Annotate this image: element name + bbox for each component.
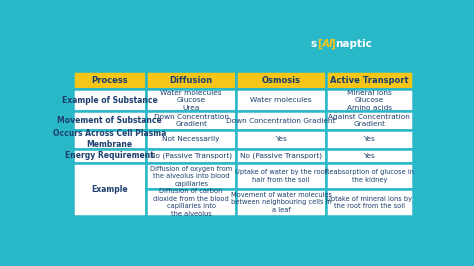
Text: Yes: Yes bbox=[364, 136, 375, 142]
Bar bbox=[146, 71, 236, 89]
Bar bbox=[146, 130, 236, 148]
Bar bbox=[73, 111, 146, 130]
Bar bbox=[326, 89, 413, 111]
Bar bbox=[326, 189, 413, 216]
Text: Water molecules
Glucose
Urea: Water molecules Glucose Urea bbox=[160, 90, 222, 111]
Bar bbox=[73, 71, 413, 89]
Bar bbox=[326, 111, 413, 130]
Text: ]: ] bbox=[330, 39, 335, 49]
Text: s: s bbox=[311, 39, 317, 49]
Bar bbox=[146, 189, 236, 216]
Bar bbox=[146, 163, 236, 189]
Bar bbox=[236, 163, 326, 189]
Text: Down Concentration
Gradient: Down Concentration Gradient bbox=[154, 114, 228, 127]
Text: Movement of water molecules
between neighbouring cells in
a leaf: Movement of water molecules between neig… bbox=[231, 192, 332, 213]
Bar bbox=[73, 163, 146, 216]
Bar bbox=[326, 71, 413, 89]
Text: Water molecules: Water molecules bbox=[250, 97, 312, 103]
Bar bbox=[326, 130, 413, 148]
Bar bbox=[146, 148, 236, 163]
Bar bbox=[236, 130, 326, 148]
Text: Energy Requirement: Energy Requirement bbox=[65, 151, 154, 160]
Text: naptic: naptic bbox=[335, 39, 372, 49]
Text: Not Necessarily: Not Necessarily bbox=[163, 136, 220, 142]
Bar bbox=[236, 89, 326, 111]
Text: AI: AI bbox=[321, 39, 333, 49]
Text: Process: Process bbox=[91, 76, 128, 85]
Text: Active Transport: Active Transport bbox=[330, 76, 409, 85]
Text: Movement of Substance: Movement of Substance bbox=[57, 116, 162, 125]
Bar bbox=[236, 111, 326, 130]
Bar bbox=[236, 148, 326, 163]
Bar bbox=[146, 89, 236, 111]
Text: Diffusion of carbon
dioxide from the blood
capillaries into
the alveolus: Diffusion of carbon dioxide from the blo… bbox=[153, 188, 229, 217]
Text: Down Concentration Gradient: Down Concentration Gradient bbox=[227, 118, 336, 124]
Bar bbox=[73, 148, 146, 163]
Text: Osmosis: Osmosis bbox=[262, 76, 301, 85]
Bar bbox=[326, 163, 413, 189]
Bar bbox=[146, 111, 236, 130]
Text: Against Concentration
Gradient: Against Concentration Gradient bbox=[328, 114, 410, 127]
Text: Example of Substance: Example of Substance bbox=[62, 96, 157, 105]
Text: No (Passive Transport): No (Passive Transport) bbox=[240, 152, 322, 159]
Text: Yes: Yes bbox=[275, 136, 287, 142]
Text: Occurs Across Cell Plasma
Membrane: Occurs Across Cell Plasma Membrane bbox=[53, 129, 166, 149]
Text: Diffusion of oxygen from
the alveolus into blood
capillaries: Diffusion of oxygen from the alveolus in… bbox=[150, 165, 232, 186]
Bar bbox=[73, 130, 146, 148]
Text: No (Passive Transport): No (Passive Transport) bbox=[150, 152, 232, 159]
Text: Mineral ions
Glucose
Amino acids: Mineral ions Glucose Amino acids bbox=[347, 90, 392, 111]
Bar bbox=[236, 189, 326, 216]
Bar bbox=[236, 71, 326, 89]
Text: Yes: Yes bbox=[364, 153, 375, 159]
Text: Uptake of mineral ions by
the root from the soil: Uptake of mineral ions by the root from … bbox=[327, 196, 412, 209]
Text: Example: Example bbox=[91, 185, 128, 194]
Text: Reabsorption of glucose in
the kidney: Reabsorption of glucose in the kidney bbox=[325, 169, 414, 183]
Bar bbox=[73, 89, 146, 111]
Text: [: [ bbox=[318, 39, 322, 49]
Text: Diffusion: Diffusion bbox=[170, 76, 213, 85]
Bar bbox=[73, 71, 146, 89]
Bar bbox=[326, 148, 413, 163]
Text: Uptake of water by the root
hair from the soil: Uptake of water by the root hair from th… bbox=[235, 169, 328, 183]
